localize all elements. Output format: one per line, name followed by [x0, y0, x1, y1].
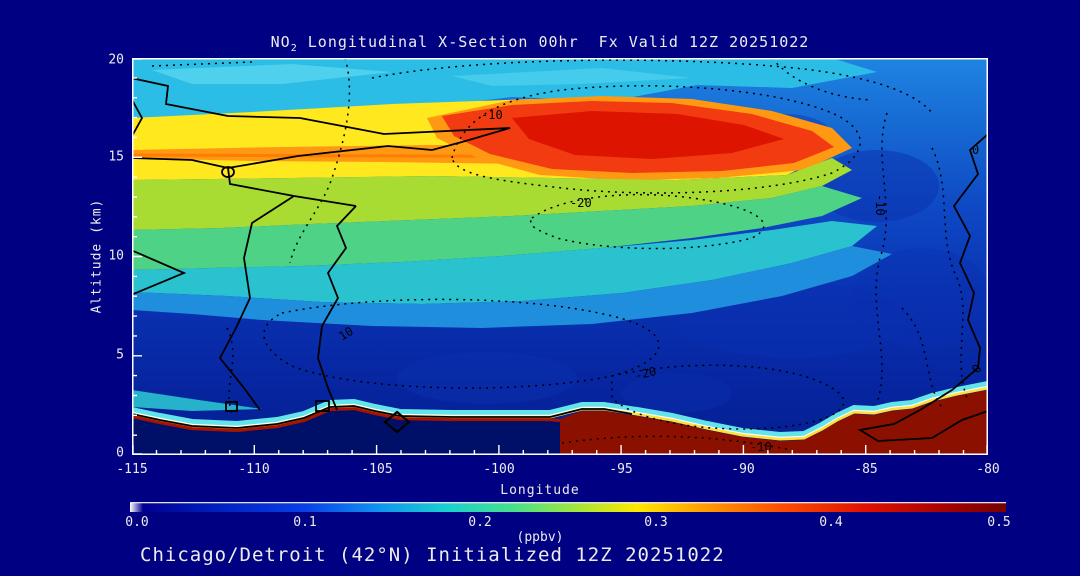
y-tick-20: 20: [108, 52, 124, 68]
title-subscript: 2: [290, 43, 298, 54]
contour-label--20-mid: -20: [570, 196, 592, 210]
colorbar: [130, 502, 1006, 512]
x-tick--80: -80: [976, 462, 1000, 477]
y-tick-5: 5: [116, 347, 124, 363]
y-tick-10: 10: [108, 248, 124, 264]
field-cyan-band: [132, 221, 877, 304]
dotted-contours: [151, 58, 968, 451]
field-green: [132, 186, 862, 270]
contour-field-plot: -10 -20 -10 0 10 -20 -10 0: [132, 58, 988, 455]
field-maroon-mass: [560, 390, 988, 455]
contour-label--20-lower: -20: [633, 364, 657, 383]
y-tick-15: 15: [108, 149, 124, 165]
colorbar-tick-0.2: 0.2: [468, 515, 492, 530]
x-tick--105: -105: [361, 462, 393, 477]
colorbar-tick-0.1: 0.1: [293, 515, 317, 530]
colorbar-tick-0.5: 0.5: [987, 515, 1011, 530]
colorbar-unit-label: (ppbv): [516, 530, 564, 545]
x-minor-ticks: [155, 450, 965, 455]
field-cyan-streak-2: [452, 68, 692, 86]
title-rest: Longitudinal X-Section 00hr Fx Valid 12Z…: [297, 33, 810, 51]
field-cyan-streak-1: [152, 64, 392, 84]
field-yellow-green: [132, 158, 852, 230]
title-prefix: NO: [270, 33, 291, 51]
colorbar-tick-0.3: 0.3: [644, 515, 668, 530]
field-light-blue: [132, 246, 892, 328]
chart-title: NO2 Longitudinal X-Section 00hr Fx Valid…: [0, 33, 1080, 54]
y-tick-0: 0: [116, 445, 124, 461]
solid-contours: [132, 77, 988, 442]
contour-label--10-top: -10: [481, 108, 503, 122]
field-red-core: [512, 111, 784, 159]
x-tick--110: -110: [238, 462, 270, 477]
caption: Chicago/Detroit (42°N) Initialized 12Z 2…: [140, 544, 725, 566]
x-tick--95: -95: [609, 462, 633, 477]
colorbar-tick-0.4: 0.4: [819, 515, 843, 530]
x-tick--115: -115: [116, 462, 148, 477]
contour-label--10-right: -10: [873, 194, 887, 216]
contour-label--10-bottom: -10: [750, 440, 772, 454]
contour-label-10-lower: 10: [336, 324, 356, 344]
x-tick--85: -85: [854, 462, 878, 477]
colorbar-gradient: [130, 503, 1006, 512]
colorbar-tick-0.0: 0.0: [125, 515, 149, 530]
x-axis-label: Longitude: [500, 483, 580, 498]
x-tick--90: -90: [731, 462, 755, 477]
contour-label-0-topright: 0: [972, 143, 979, 157]
y-minor-ticks: [132, 77, 137, 436]
surface-transition: [132, 381, 988, 441]
plot-frame: [132, 58, 988, 455]
filled-contour-layers: -10 -20 -10 0 10 -20 -10 0: [132, 58, 988, 455]
x-tick--100: -100: [483, 462, 515, 477]
